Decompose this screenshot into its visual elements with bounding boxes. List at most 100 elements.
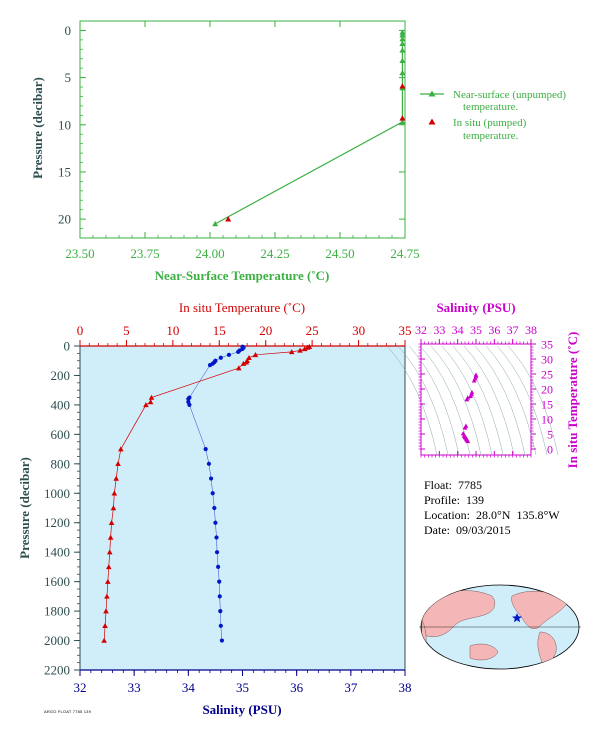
temperature-point [235,365,242,371]
salinity-point [226,352,232,357]
temperature-tick-label: 10 [166,323,179,338]
ts-x-tick-label: 35 [470,323,482,337]
temperature-tick-label: 30 [352,323,365,338]
legend-marker-near-surface [428,90,436,97]
pressure-tick-label: 2000 [44,633,70,648]
salinity-point [206,461,212,466]
series-near-surface-point [399,118,406,125]
pressure-tick-label: 600 [51,427,71,442]
profile-chart: 0 5 10 15 20 25 30 35 32 33 34 35 36 37 38 0 200 400 600… [17,300,412,717]
salinity-point [213,520,218,525]
temperature-point [288,349,295,355]
top-series [212,29,406,227]
salinity-tick-label: 38 [399,680,412,695]
salinity-point [203,446,208,452]
top-y-tick-label: 0 [65,23,72,38]
pressure-tick-label: 800 [51,456,71,471]
top-x-ticks: 23.50 23.75 24.00 24.25 24.50 24.75 [65,21,420,261]
top-y-tick-label: 15 [58,164,71,179]
salinity-point [208,476,214,481]
footer-stamp: ARGO FLOAT 7785 139 [44,709,92,714]
legend-label-in-situ-2: temperature. [463,130,519,142]
temperature-point [106,549,113,555]
temperature-point [243,359,250,365]
land-australia [469,643,499,661]
ts-y-tick-label: 10 [541,413,553,427]
main-series [101,343,313,643]
top-x-axis-label: Near-Surface Temperature (˚C) [155,268,330,283]
main-y-axis-label: Pressure (decibar) [17,457,32,559]
temperature-tick-label: 20 [259,323,272,338]
temperature-point [297,347,303,353]
salinity-point [187,402,192,408]
series-near-surface-point [399,35,406,42]
density-contour [430,345,482,456]
pressure-tick-label: 1200 [44,515,70,530]
ts-point [464,397,470,402]
info-float: Float: 7785 [424,478,483,492]
top-y-tick-label: 5 [65,70,72,85]
map-land [421,590,569,665]
ts-y-tick-label: 25 [541,368,553,382]
ts-x-tick-label: 38 [525,323,537,337]
series-near-surface-point [399,57,406,64]
top-y-axis-label: Pressure (decibar) [30,77,45,179]
density-contour [408,345,460,456]
temperature-point [103,608,109,614]
salinity-tick-label: 36 [290,680,304,695]
series-in-situ-point [399,115,406,121]
salinity-point [218,623,223,628]
ts-point [469,389,475,395]
salinity-point [218,355,223,360]
series-near-surface-point [399,47,406,53]
temperature-point [102,623,108,629]
temperature-point [147,399,154,405]
float-location-star-icon [512,613,522,623]
top-y-tick-label: 10 [58,117,71,132]
series-near-surface-point [399,29,406,35]
legend-label-near-surface: Near-surface (unpumped) [453,89,566,101]
temperature-point [104,593,110,599]
density-contour [397,345,449,456]
series-near-surface-point [399,32,406,38]
main-bottom-axis-label: Salinity (PSU) [202,702,281,717]
salinity-point [214,535,219,540]
main-pressure-ticks: 0 200 400 600 800 1000 1200 1400 1600 1800 2000 220… [44,339,80,678]
top-x-tick-label: 24.25 [260,246,289,261]
temperature-tick-label: 5 [123,323,130,338]
density-contour [463,345,515,456]
salinity-point [207,363,213,368]
pressure-tick-label: 400 [51,397,71,412]
ts-x-ticks: 32 33 34 35 36 37 38 [415,323,537,458]
density-contour [386,345,438,456]
salinity-point [186,396,191,402]
salinity-tick-label: 32 [74,680,87,695]
legend-marker-in-situ [428,118,436,125]
temperature-point [115,461,121,467]
temperature-point [113,475,120,481]
salinity-point [216,564,221,570]
temperature-tick-label: 35 [399,323,412,338]
temperature-point [118,446,124,452]
temperature-point [240,360,247,366]
pressure-tick-label: 0 [64,339,71,354]
temperature-point [148,394,155,400]
temperature-point [110,505,117,511]
pressure-tick-label: 1800 [44,604,70,619]
series-near-surface-point [399,69,406,76]
ts-point [465,438,471,444]
ts-plot-frame [420,343,532,456]
salinity-point [236,349,241,354]
temperature-tick-label: 25 [306,323,319,338]
series-in-situ-point [225,216,232,222]
salinity-point [219,638,225,643]
legend-label-near-surface-2: temperature. [463,101,519,113]
ts-x-tick-label: 34 [452,323,464,337]
near-surface-temperature-chart: 23.50 23.75 24.00 24.25 24.50 24.75 05101520 … [30,20,566,283]
pressure-tick-label: 1400 [44,545,70,560]
pressure-tick-label: 2200 [44,663,70,678]
pressure-tick-label: 200 [51,368,71,383]
